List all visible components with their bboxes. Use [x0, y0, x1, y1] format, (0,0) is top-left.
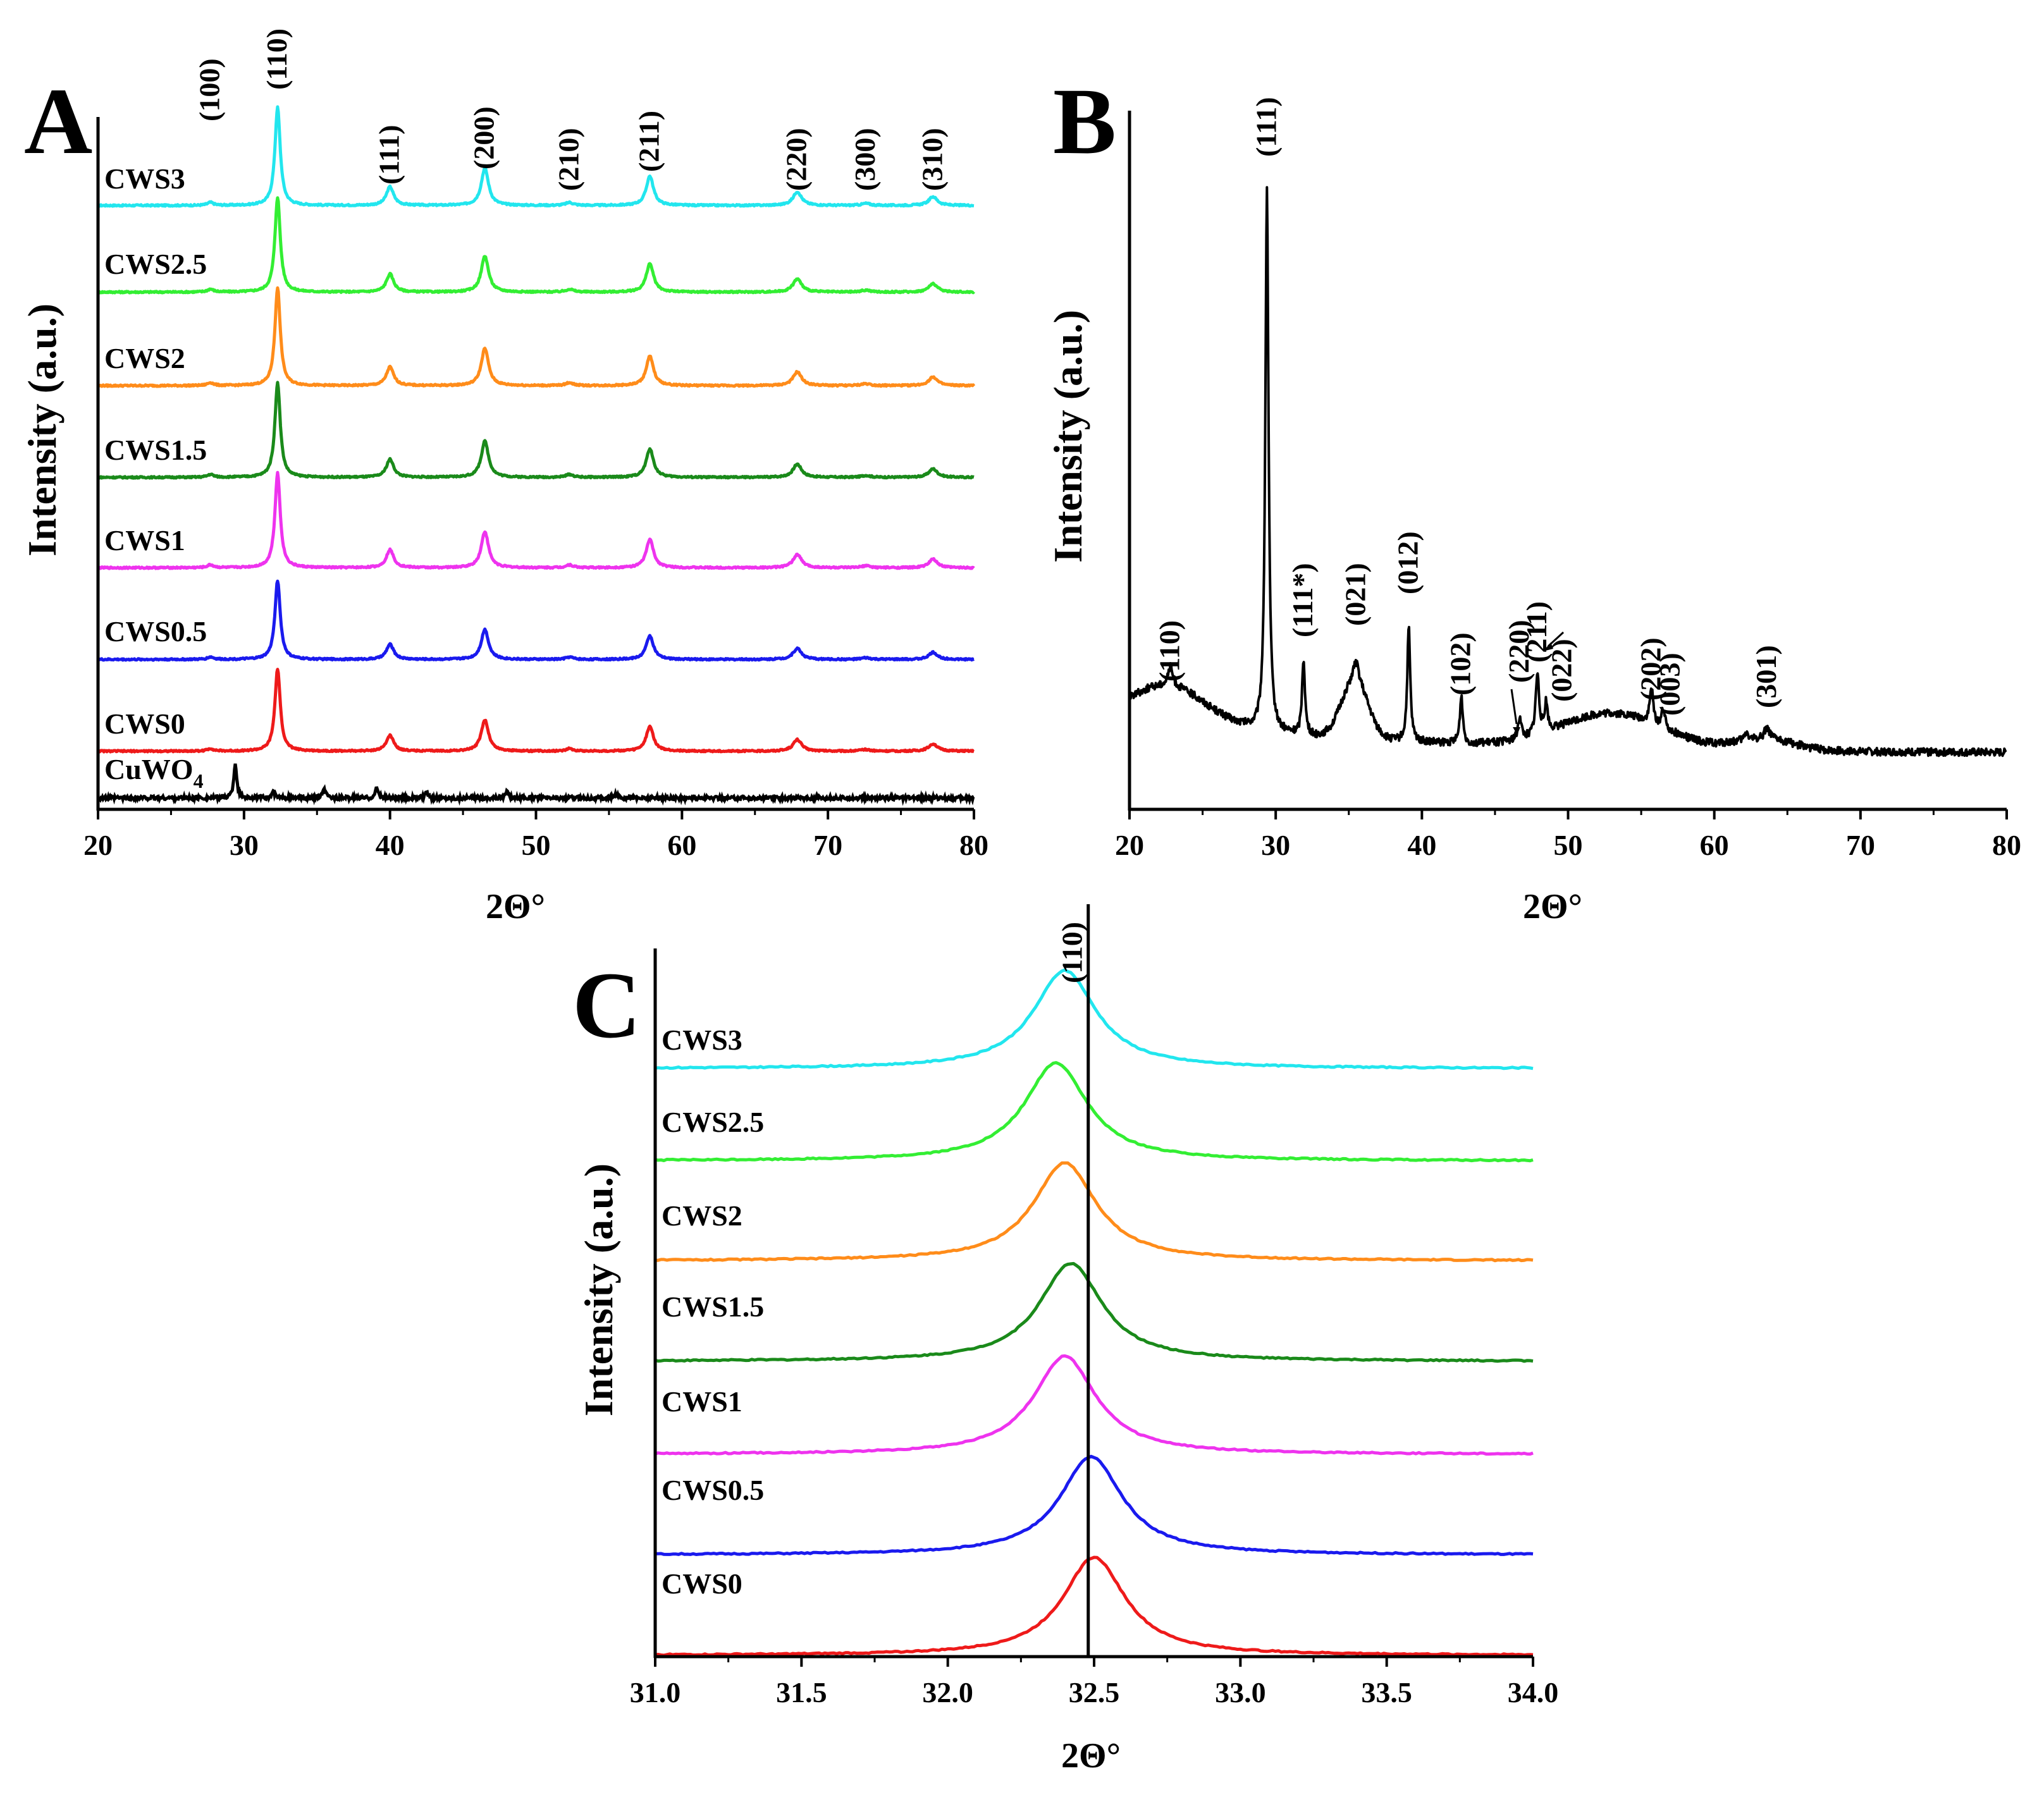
panel-a-tick-label: 20 [83, 829, 113, 861]
panel-a-series-cws0 [97, 668, 975, 754]
panel-b-tick-label: 80 [1992, 829, 2021, 861]
panel-b-tick-label: 70 [1846, 829, 1875, 861]
panel-letter-a: A [24, 69, 92, 174]
panel-b-peak-label: (111*) [1286, 563, 1319, 637]
panel-c-series-cws1 [655, 1354, 1534, 1456]
panel-a-series-cws1 [97, 470, 975, 570]
panel-a: A (100) (110) (111) (200) (210) (211) (220) (30… [20, 28, 988, 926]
panel-b-curves [1128, 186, 2007, 757]
panel-a-peak-label: (110) [261, 28, 293, 90]
panel-c-tick-label: 34.0 [1508, 1676, 1559, 1708]
panel-c: C CWS3 CWS2.5 CWS2 CWS1.5 CWS1 CWS0.5 CWS0 (11… [572, 904, 1558, 1776]
panel-a-y-axis-label: Intensity (a.u.) [20, 304, 65, 556]
panel-a-peak-label: (200) [468, 106, 500, 169]
panel-c-x-ticks: 31.0 31.5 32.0 32.5 33.0 33.5 34.0 [630, 1657, 1559, 1708]
panel-a-tick-label: 50 [522, 829, 551, 861]
panel-c-series-label: CWS0.5 [662, 1474, 764, 1506]
panel-b-peak-label: (003) [1653, 653, 1685, 716]
panel-c-tick-label: 32.0 [922, 1676, 973, 1708]
panel-a-series-label: CWS0 [104, 708, 185, 740]
panel-b-peak-label: (211) [1520, 601, 1553, 663]
panel-b-tick-label: 30 [1261, 829, 1290, 861]
panel-a-tick-label: 70 [813, 829, 842, 861]
panel-a-x-ticks: 20 30 40 50 60 70 80 [83, 809, 988, 861]
panel-a-peak-label: (210) [553, 128, 585, 191]
panel-c-series-cws1-5 [655, 1261, 1534, 1363]
panel-a-peak-label: (310) [916, 128, 948, 191]
panel-a-series-label: CWS1.5 [104, 434, 207, 466]
panel-c-curves [655, 968, 1534, 1657]
panel-c-series-cws2 [655, 1161, 1534, 1263]
panel-c-series-label: CWS1 [662, 1385, 742, 1418]
panel-b-x-axis-label: 2Θ° [1523, 887, 1582, 926]
panel-a-series-cws2-5 [96, 196, 975, 295]
panel-letter-b: B [1053, 69, 1116, 174]
panel-c-series-cws0 [655, 1555, 1534, 1657]
panel-c-tick-label: 31.0 [630, 1676, 681, 1708]
panel-b-peak-labels: (111) (110) (111*) (021) (012) (102) (220)(211… [1154, 97, 1782, 716]
panel-a-cuwo4-subscript: 4 [194, 770, 204, 792]
panel-a-series-label: CWS0.5 [104, 615, 207, 647]
panel-letter-c: C [572, 953, 641, 1058]
panel-a-peak-labels: (100) (110) (111) (200) (210) (211) (220) (300)… [194, 28, 949, 191]
panel-a-series-label: CWS2 [104, 342, 185, 374]
panel-c-tick-label: 32.5 [1069, 1676, 1120, 1708]
panel-b-peak-label: (110) [1154, 620, 1186, 682]
panel-c-tick-label: 31.5 [776, 1676, 827, 1708]
panel-a-series-label: CWS1 [104, 524, 185, 556]
panel-b-arrowhead-220 [1513, 727, 1520, 735]
panel-b-arrow-220 [1510, 689, 1518, 725]
panel-a-tick-label: 80 [959, 829, 988, 861]
panel-c-series-label: CWS3 [662, 1024, 742, 1056]
panel-b-tick-label: 50 [1554, 829, 1583, 861]
panel-c-series-cws3 [655, 968, 1534, 1070]
panel-a-x-axis-label: 2Θ° [486, 887, 545, 926]
panel-c-series-label: CWS2 [662, 1199, 742, 1232]
panel-b-peak-label: (012) [1392, 531, 1424, 594]
panel-c-series-label: CWS0 [662, 1567, 742, 1600]
panel-a-series-cws2 [97, 286, 976, 388]
panel-b-peak-label: (021) [1339, 563, 1371, 626]
panel-b-peak-label: (111) [1250, 97, 1282, 157]
panel-a-series-cws0-5 [97, 579, 975, 662]
panel-b-peak-label: (202) [1634, 637, 1666, 701]
panel-a-series-cws3 [97, 105, 975, 208]
panel-b-arrowhead-022 [1543, 642, 1553, 651]
panel-a-peak-label: (100) [194, 58, 226, 121]
panel-b-peak-label: (301) [1750, 645, 1782, 708]
panel-b-pattern-line [1128, 186, 2007, 757]
panel-c-series-cws0-5 [655, 1454, 1534, 1556]
panel-a-series-label-cuwo4: CuWO4 [104, 753, 204, 792]
panel-a-series-cuwo4 [96, 763, 975, 806]
panel-a-peak-label: (211) [633, 111, 665, 172]
panel-b-peak-label: (220) [1503, 620, 1535, 683]
panel-c-x-axis-label: 2Θ° [1061, 1736, 1121, 1776]
panel-a-series-label: CWS3 [104, 163, 185, 195]
panel-b: B (111)(110)(111*) (021)(012)(102) (220)(2… [1045, 69, 2021, 926]
panel-c-y-axis-label: Intensity (a.u.) [576, 1163, 621, 1416]
panel-a-peak-label: (220) [780, 128, 813, 191]
panel-b-y-axis-label: Intensity (a.u.) [1045, 310, 1090, 563]
panel-b-peak-label: (102) [1444, 632, 1477, 696]
panel-c-reference-label: (110) [1056, 922, 1088, 983]
panel-c-series-label: CWS1.5 [662, 1291, 764, 1323]
panel-a-series-cws1-5 [97, 381, 975, 480]
panel-a-series-label: CWS2.5 [104, 248, 207, 280]
panel-c-series-label: CWS2.5 [662, 1106, 764, 1138]
panel-b-tick-label: 20 [1115, 829, 1144, 861]
panel-c-tick-label: 33.0 [1215, 1676, 1266, 1708]
panel-b-tick-label: 40 [1407, 829, 1436, 861]
panel-c-series-cws2-5 [655, 1061, 1534, 1163]
panel-a-peak-label: (111) [373, 125, 405, 185]
panel-a-tick-label: 30 [230, 829, 259, 861]
panel-b-x-ticks: 20 30 40 50 60 70 80 [1115, 809, 2021, 861]
panel-c-tick-label: 33.5 [1361, 1676, 1412, 1708]
panel-b-tick-label: 60 [1700, 829, 1729, 861]
panel-a-curves [96, 105, 976, 806]
panel-a-peak-label: (300) [849, 128, 881, 191]
panel-a-tick-label: 40 [376, 829, 405, 861]
panel-a-tick-label: 60 [667, 829, 696, 861]
panel-c-series-labels: CWS3 CWS2.5 CWS2 CWS1.5 CWS1 CWS0.5 CWS0 [662, 1024, 764, 1600]
